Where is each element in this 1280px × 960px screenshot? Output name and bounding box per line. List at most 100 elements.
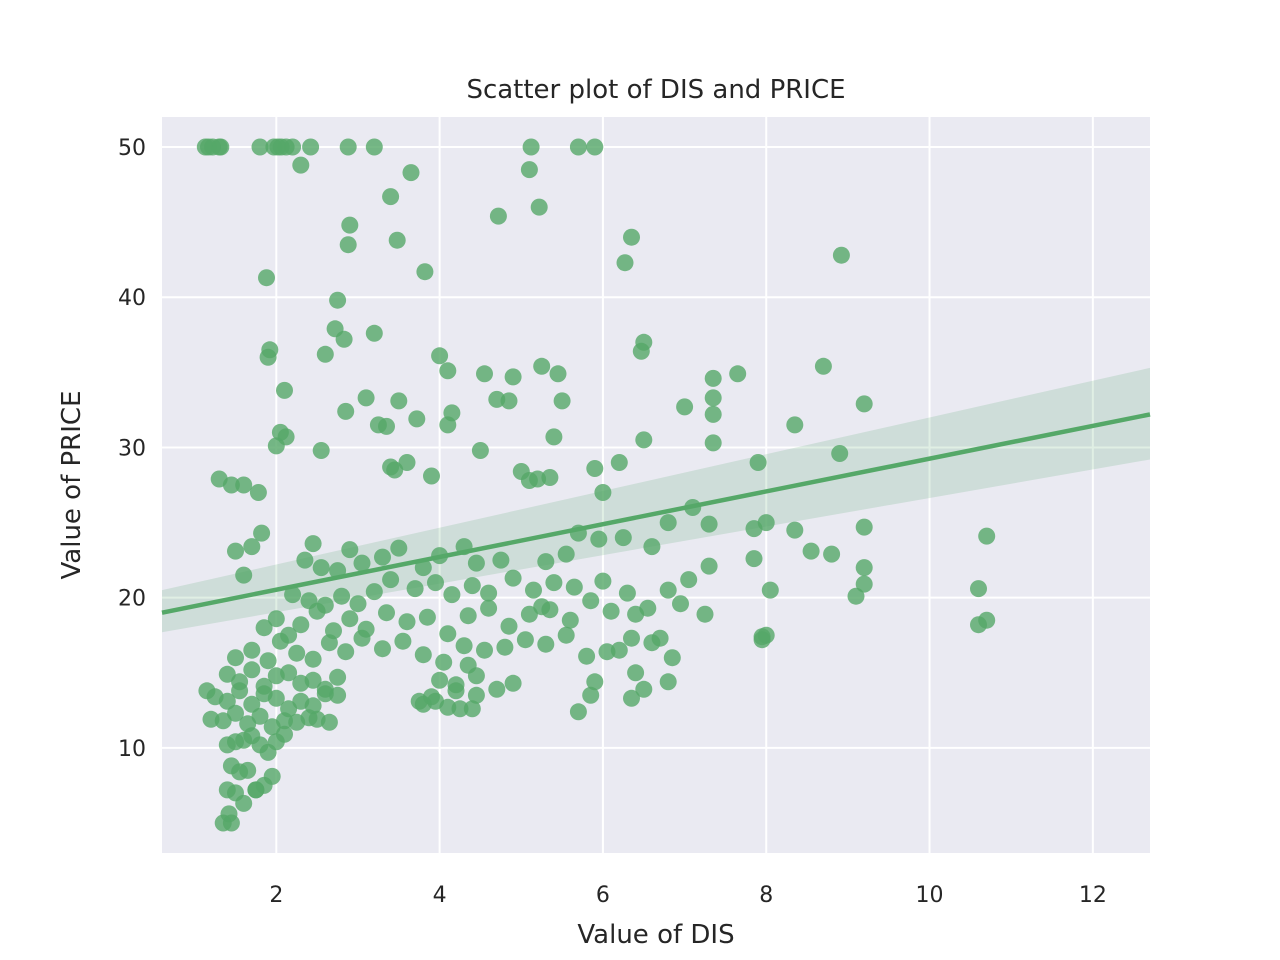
scatter-point [251, 138, 269, 156]
scatter-point [704, 369, 722, 387]
scatter-point [529, 470, 547, 488]
scatter-point [594, 572, 612, 590]
x-tick-label: 10 [916, 883, 944, 908]
scatter-point [292, 156, 310, 174]
scatter-point [635, 431, 653, 449]
scatter-point [337, 643, 355, 661]
scatter-point [623, 689, 640, 707]
scatter-point [394, 632, 412, 650]
scatter-point [855, 518, 873, 536]
scatter-point [276, 381, 293, 399]
scatter-point [561, 611, 579, 629]
scatter-point [316, 345, 334, 363]
scatter-point [235, 476, 253, 494]
regression-line-group [161, 412, 1151, 615]
confidence-band [162, 367, 1150, 633]
scatter-point [565, 578, 583, 596]
scatter-point [451, 700, 469, 718]
scatter-point [439, 625, 457, 643]
y-tick-label: 10 [118, 737, 146, 762]
scatter-point [329, 686, 347, 704]
scatter-point [329, 668, 347, 686]
scatter-point [978, 611, 996, 629]
scatter-point [416, 263, 434, 281]
scatter-point [643, 538, 661, 556]
scatter-point [263, 767, 281, 785]
scatter-point [259, 652, 277, 670]
scatter-point [259, 348, 277, 366]
scatter-point [476, 365, 493, 383]
scatter-point [276, 725, 293, 743]
scatter-point [786, 416, 804, 434]
chart-title: Scatter plot of DIS and PRICE [466, 75, 845, 105]
scatter-point [414, 646, 432, 664]
scatter-point [337, 402, 355, 420]
scatter-point [463, 577, 481, 595]
scatter-point [623, 228, 640, 246]
scatter-point [467, 667, 485, 685]
scatter-point [520, 605, 538, 623]
scatter-point [431, 347, 449, 365]
scatter-point [471, 442, 489, 459]
scatter-point [220, 805, 238, 823]
scatter-point [374, 548, 391, 566]
scatter-point [614, 529, 632, 547]
scatter-point [467, 686, 485, 704]
scatter-point [586, 673, 604, 691]
scatter-point [374, 640, 391, 658]
scatter-point [831, 445, 849, 462]
scatter-point [243, 661, 261, 679]
scatter-point [590, 530, 608, 548]
scatter-point [541, 469, 559, 486]
scatter-point [504, 674, 522, 692]
scatter-point [522, 138, 540, 156]
regression-line [161, 412, 1151, 615]
scatter-point [729, 365, 747, 383]
scatter-point [443, 586, 461, 604]
scatter-point [249, 484, 267, 501]
scatter-point [365, 583, 383, 601]
scatter-point [247, 781, 265, 799]
scatter-point [847, 587, 865, 605]
scatter-point [435, 653, 453, 671]
scatter-point [349, 595, 367, 613]
scatter-point [320, 713, 338, 731]
scatter-point [700, 557, 718, 575]
scatter-point [533, 357, 551, 375]
scatter-point [627, 605, 645, 623]
scatter-point [284, 138, 302, 156]
scatter-point [557, 626, 575, 644]
x-tick-label: 12 [1079, 883, 1107, 908]
scatter-point [439, 416, 457, 434]
scatter-point [398, 454, 416, 471]
scatter-point [402, 164, 420, 182]
scatter-point [616, 254, 634, 272]
scatter-point [500, 617, 518, 635]
scatter-point [251, 707, 269, 725]
scatter-point [341, 541, 359, 559]
scatter-point [476, 641, 493, 659]
scatter-point [447, 682, 465, 700]
scatter-point [304, 535, 322, 553]
scatter-point [316, 685, 334, 703]
scatter-point [335, 330, 353, 348]
data-points [196, 138, 996, 832]
scatter-point [339, 138, 357, 156]
scatter-point [659, 581, 677, 599]
scatter-point [520, 161, 538, 179]
scatter-point [569, 138, 587, 156]
scatter-point [427, 574, 444, 592]
scatter-point [308, 602, 326, 620]
scatter-point [382, 571, 400, 589]
scatter-point [545, 428, 563, 446]
scatter-point [832, 246, 850, 264]
scatter-point [255, 619, 273, 637]
scatter-point [398, 613, 416, 631]
scatter-point [700, 515, 718, 533]
scatter-point [455, 637, 473, 655]
scatter-point [659, 673, 677, 691]
y-tick-label: 40 [118, 286, 146, 311]
scatter-point [296, 551, 314, 569]
y-axis-label: Value of PRICE [57, 391, 87, 580]
